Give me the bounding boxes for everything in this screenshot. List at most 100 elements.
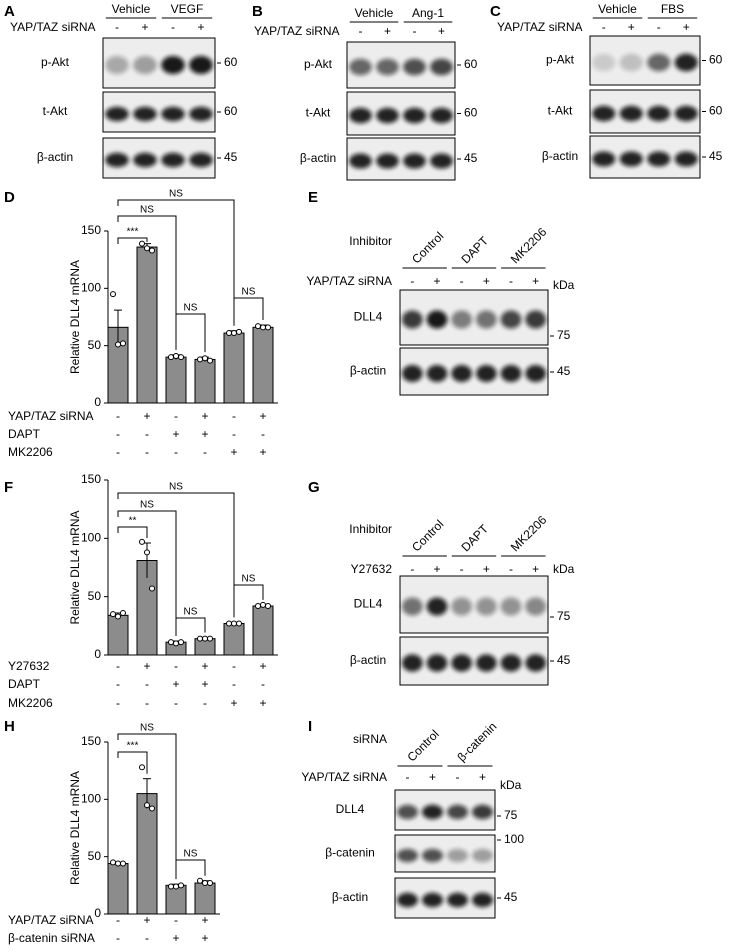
data-point: [149, 805, 155, 812]
significance-bracket: [175, 313, 206, 353]
band: [647, 105, 671, 122]
blot-label: t-Akt: [306, 106, 331, 120]
band: [619, 53, 643, 72]
sign: -: [232, 427, 236, 441]
significance-label: NS: [140, 723, 154, 734]
blot-label: β-actin: [300, 151, 336, 165]
panel-letter: A: [4, 3, 15, 20]
sign: -: [509, 562, 513, 576]
significance-bracket: [117, 237, 148, 244]
bar: [194, 358, 216, 404]
kda-label: 100: [504, 832, 524, 846]
band: [349, 153, 372, 169]
sign: -: [174, 409, 178, 423]
data-point: [265, 324, 271, 331]
kda-label: 75: [557, 609, 571, 623]
band: [422, 804, 443, 820]
band: [451, 597, 473, 616]
data-point: [202, 355, 208, 362]
band: [500, 597, 522, 616]
band: [447, 804, 468, 820]
sign: -: [406, 770, 410, 784]
bar: [165, 356, 187, 404]
sign: -: [203, 445, 207, 459]
band: [161, 152, 185, 168]
sign: +: [143, 409, 150, 423]
bar: [252, 326, 274, 404]
group-label: Vehicle: [112, 2, 151, 16]
condition-label: MK2206: [8, 696, 53, 710]
band: [500, 310, 522, 329]
y-tick-label: 150: [81, 223, 101, 237]
significance-label: ***: [127, 741, 139, 752]
condition-label: YAP/TAZ siRNA: [8, 409, 94, 423]
data-point: [144, 802, 150, 809]
sign: -: [116, 931, 120, 945]
data-point: [202, 635, 208, 642]
band: [430, 58, 453, 76]
sign: -: [602, 20, 606, 34]
y-tick-label: 50: [88, 589, 102, 603]
sign: -: [460, 562, 464, 576]
panel-letter: B: [252, 3, 263, 20]
kda-label: 60: [464, 57, 478, 71]
sign: -: [232, 659, 236, 673]
group-label: FBS: [661, 2, 684, 16]
row-label: YAP/TAZ siRNA: [497, 20, 583, 34]
sign: -: [145, 427, 149, 441]
bar: [136, 793, 158, 915]
significance-label: NS: [184, 849, 198, 860]
significance-bracket: [175, 859, 206, 876]
blot-label: β-actin: [37, 150, 73, 164]
sign: +: [259, 409, 266, 423]
sign: +: [201, 659, 208, 673]
bar: [136, 246, 158, 404]
band: [161, 56, 185, 74]
group-title: siRNA: [353, 732, 387, 746]
significance-label: NS: [184, 303, 198, 314]
kda-label: 45: [224, 150, 238, 164]
sign: +: [143, 913, 150, 927]
data-point: [144, 245, 150, 252]
kda-label: 45: [464, 151, 478, 165]
y-tick-label: 50: [88, 849, 102, 863]
data-point: [115, 860, 121, 867]
data-point: [149, 247, 155, 254]
band: [472, 892, 493, 908]
data-point: [139, 240, 145, 247]
sign: -: [174, 913, 178, 927]
bar: [223, 332, 245, 404]
group-title: Inhibitor: [349, 522, 392, 536]
band: [647, 151, 671, 167]
band: [189, 106, 213, 122]
data-point: [115, 341, 121, 348]
sign: +: [143, 659, 150, 673]
band: [403, 153, 426, 169]
blot-label: β-actin: [350, 653, 386, 667]
condition-label: YAP/TAZ siRNA: [8, 913, 94, 927]
significance-bracket: [117, 733, 177, 880]
kda-label: 75: [557, 328, 571, 342]
band: [397, 848, 418, 863]
kda-label: 60: [709, 104, 723, 118]
y-tick-label: 100: [81, 792, 101, 806]
condition-label: Y27632: [8, 659, 50, 673]
significance-bracket: [117, 492, 235, 618]
data-point: [173, 883, 179, 890]
band: [525, 597, 547, 616]
band: [592, 105, 616, 122]
condition-label: DAPT: [8, 677, 41, 691]
band: [133, 56, 157, 74]
sign: -: [145, 445, 149, 459]
y-tick-label: 100: [81, 281, 101, 295]
band: [401, 597, 423, 616]
band: [133, 106, 157, 122]
sign: -: [657, 20, 661, 34]
sign: -: [171, 20, 175, 34]
kda-unit: kDa: [500, 778, 522, 792]
panel-letter: D: [4, 189, 15, 206]
sign: +: [172, 677, 179, 691]
data-point: [173, 352, 179, 359]
bar: [165, 884, 187, 915]
sign: +: [479, 770, 486, 784]
